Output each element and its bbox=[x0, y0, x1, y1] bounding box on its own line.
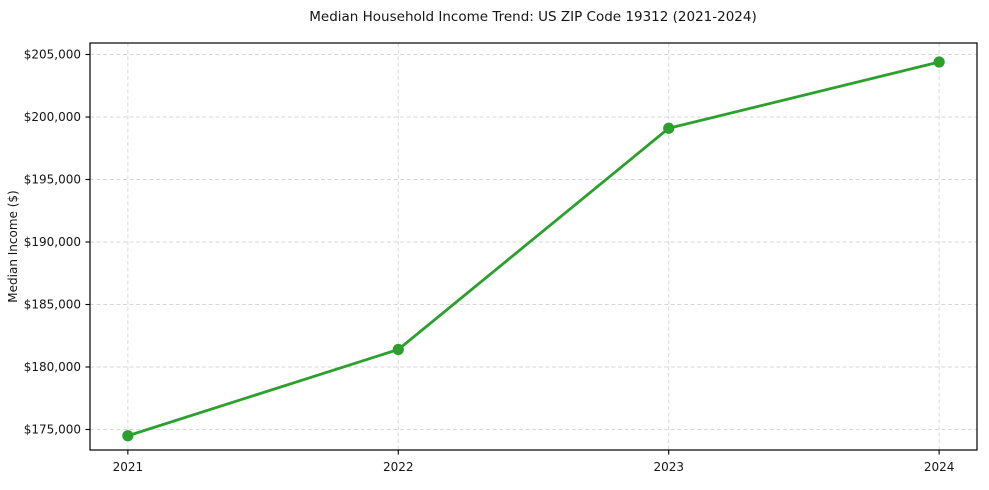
axis-tick-labels: $175,000 $180,000 $185,000 $190,000 $195,000… bbox=[24, 48, 955, 474]
income-trend-line bbox=[126, 60, 941, 438]
y-tick-label: $205,000 bbox=[24, 48, 81, 62]
axis-ticks bbox=[85, 53, 940, 455]
x-tick-label: 2022 bbox=[383, 460, 414, 474]
x-tick-label: 2023 bbox=[653, 460, 684, 474]
y-tick-label: $200,000 bbox=[24, 110, 81, 124]
income-line-series bbox=[122, 56, 945, 442]
plot-frame bbox=[89, 42, 978, 451]
grid-lines bbox=[90, 43, 977, 450]
y-axis-label: Median Income ($) bbox=[6, 190, 20, 302]
y-tick-label: $195,000 bbox=[24, 173, 81, 187]
y-tick-label: $190,000 bbox=[24, 235, 81, 249]
data-point-2024 bbox=[933, 56, 945, 68]
axes-spines bbox=[89, 42, 978, 451]
x-tick-label: 2024 bbox=[924, 460, 955, 474]
y-tick-label: $180,000 bbox=[24, 360, 81, 374]
chart-title: Median Household Income Trend: US ZIP Co… bbox=[309, 9, 757, 25]
y-tick-label: $175,000 bbox=[24, 423, 81, 437]
x-tick-label: 2021 bbox=[113, 460, 144, 474]
data-point-2023 bbox=[663, 122, 675, 134]
data-point-2022 bbox=[392, 343, 404, 356]
data-point-2021 bbox=[122, 430, 134, 442]
y-tick-label: $185,000 bbox=[24, 298, 81, 312]
